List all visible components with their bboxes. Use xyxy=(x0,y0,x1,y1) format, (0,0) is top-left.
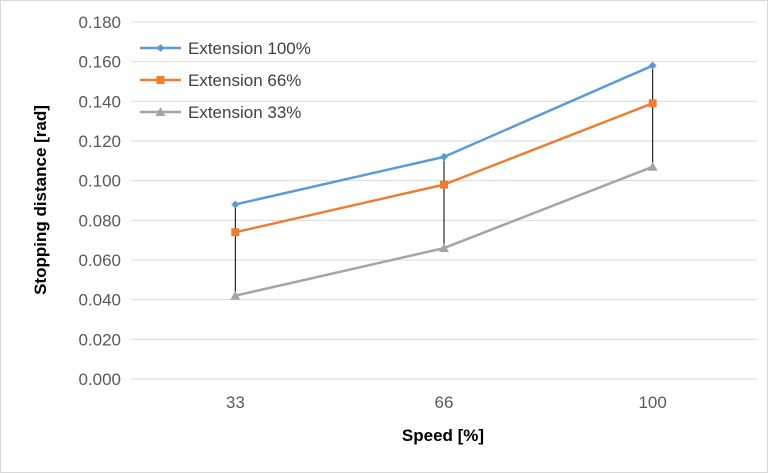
series-3 xyxy=(230,161,658,300)
triangle-marker xyxy=(439,243,449,253)
series-2 xyxy=(231,99,657,237)
y-tick-label: 0.180 xyxy=(78,13,121,32)
y-tick-label: 0.020 xyxy=(78,330,121,349)
y-tick-labels: 0.000 0.020 0.040 0.060 0.080 0.100 0.120 0.140… xyxy=(78,13,121,389)
legend-label: Extension 33% xyxy=(188,103,301,122)
legend-item: Extension 66% xyxy=(140,71,301,90)
y-tick-label: 0.140 xyxy=(78,92,121,111)
triangle-marker xyxy=(230,290,241,300)
legend-label: Extension 66% xyxy=(188,71,301,90)
x-axis-title: Speed [%] xyxy=(402,426,484,445)
y-axis-title: Stopping distance [rad] xyxy=(31,105,50,295)
y-tick-label: 0.040 xyxy=(78,291,121,310)
x-tick-labels: 33 66 100 xyxy=(226,393,667,412)
square-marker xyxy=(231,228,240,237)
square-marker xyxy=(440,180,448,189)
diamond-marker xyxy=(231,200,240,209)
y-tick-label: 0.160 xyxy=(78,53,121,72)
y-tick-label: 0.000 xyxy=(78,370,121,389)
y-tick-label: 0.100 xyxy=(78,172,121,191)
y-tick-label: 0.080 xyxy=(78,211,121,230)
series-group xyxy=(230,61,658,300)
diamond-marker xyxy=(156,44,165,52)
y-tick-label: 0.120 xyxy=(78,132,121,151)
diamond-marker xyxy=(440,152,448,161)
square-marker xyxy=(156,76,165,84)
triangle-marker xyxy=(647,161,658,171)
x-tick-label: 66 xyxy=(435,393,454,412)
triangle-marker xyxy=(155,107,166,116)
diamond-marker xyxy=(648,61,657,70)
legend: Extension 100% Extension 66% Extension 33% xyxy=(140,39,311,122)
legend-label: Extension 100% xyxy=(188,39,311,58)
series-1 xyxy=(231,61,657,209)
x-tick-label: 100 xyxy=(638,393,666,412)
error-bars xyxy=(234,65,654,296)
legend-item: Extension 100% xyxy=(140,39,311,58)
legend-item: Extension 33% xyxy=(140,103,301,122)
square-marker xyxy=(648,99,657,108)
y-tick-label: 0.060 xyxy=(78,251,121,270)
x-tick-label: 33 xyxy=(226,393,245,412)
